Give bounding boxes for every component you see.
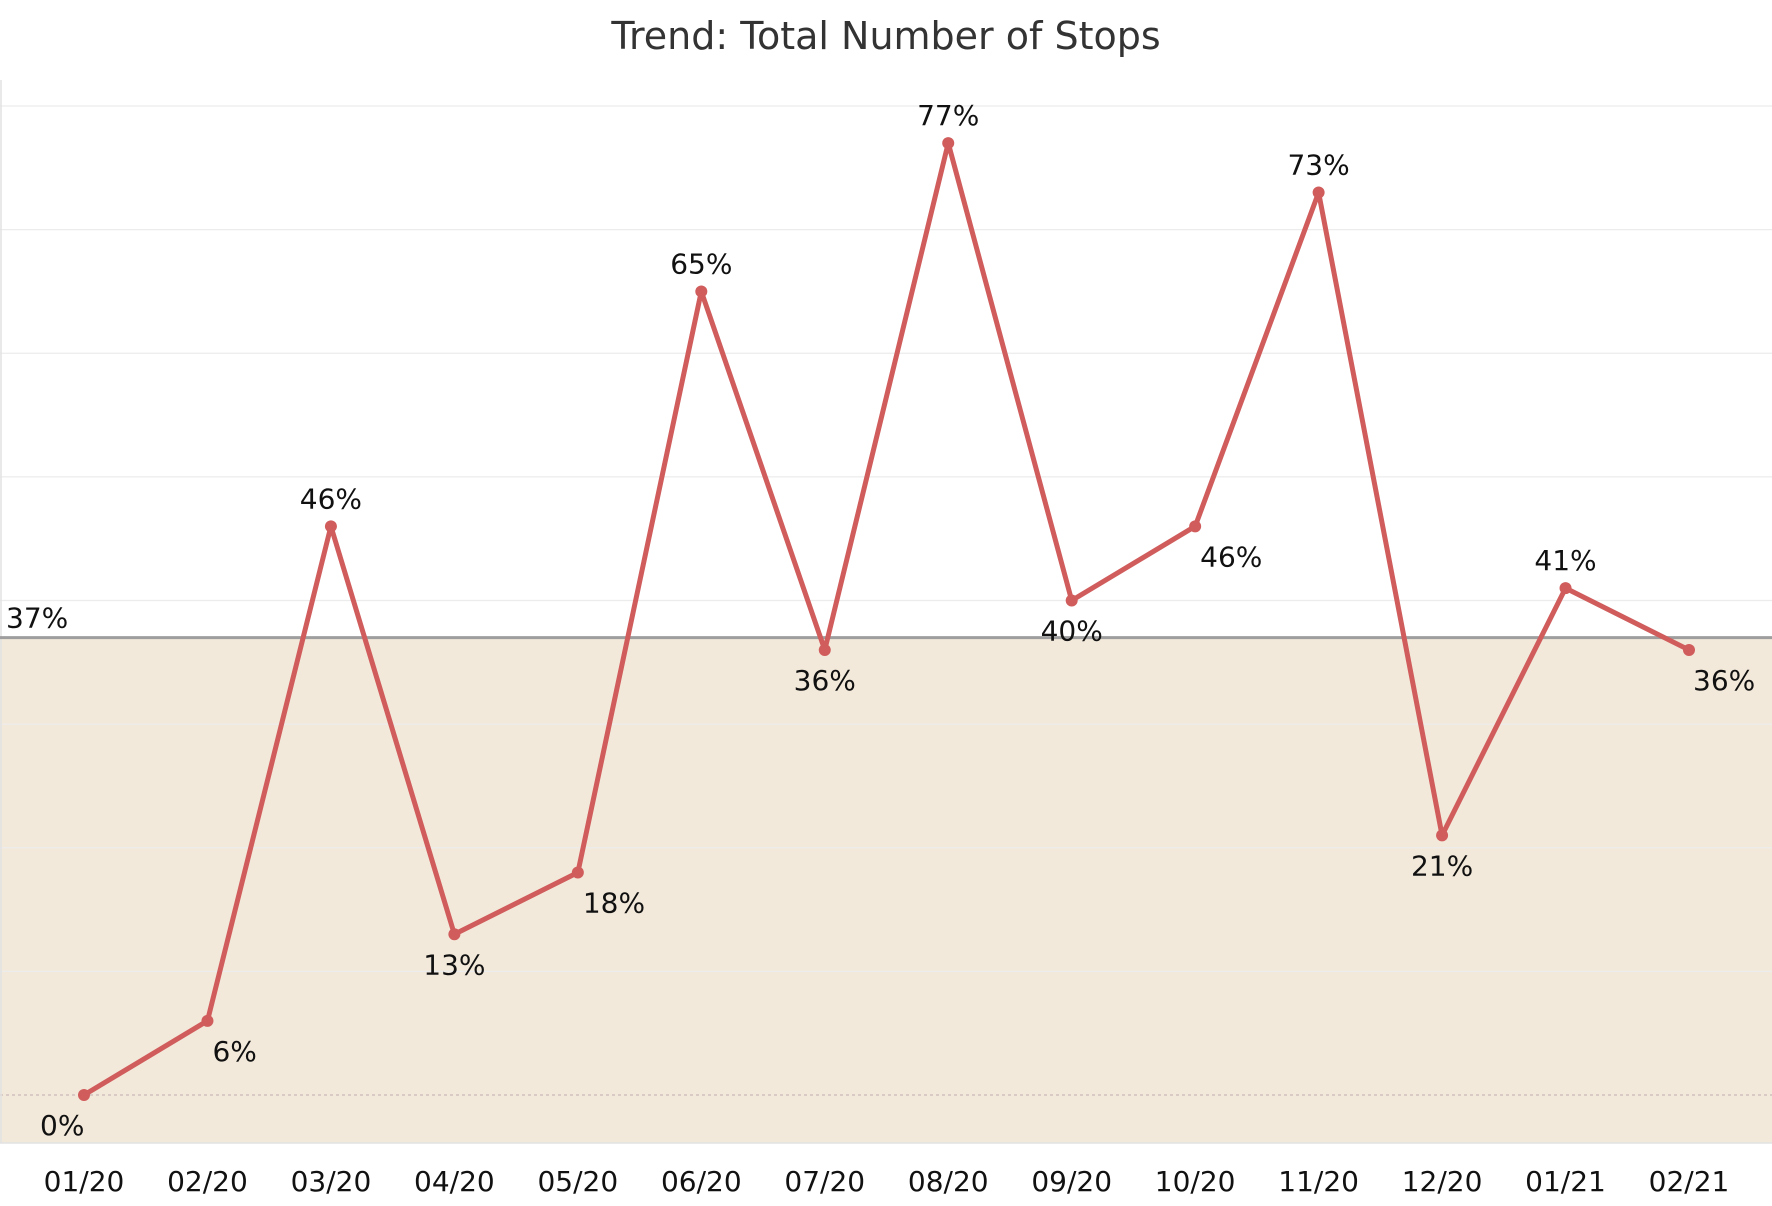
- gridlines: [0, 80, 1772, 1143]
- data-label: 41%: [1534, 544, 1596, 577]
- x-tick-label: 09/20: [1031, 1165, 1112, 1198]
- x-tick-label: 06/20: [661, 1165, 742, 1198]
- data-label: 36%: [794, 664, 856, 697]
- series-line: [81, 140, 1692, 1098]
- data-label: 36%: [1693, 664, 1755, 697]
- data-point: [1189, 520, 1202, 533]
- series-points-layer: [78, 137, 1695, 1101]
- data-point: [695, 285, 708, 298]
- data-point: [1312, 186, 1325, 199]
- data-point: [1559, 582, 1572, 595]
- x-tick-label: 02/21: [1649, 1165, 1730, 1198]
- data-label: 0%: [40, 1109, 84, 1142]
- x-tick-label: 03/20: [291, 1165, 372, 1198]
- x-tick-label: 11/20: [1278, 1165, 1359, 1198]
- x-axis: 01/20 02/20 03/20 04/20 05/20 06/20 07/20 08/20…: [0, 1142, 1772, 1198]
- data-point: [571, 866, 584, 879]
- data-label: 65%: [670, 247, 732, 280]
- data-label: 6%: [212, 1035, 256, 1068]
- x-tick-label: 10/20: [1155, 1165, 1236, 1198]
- x-tick-label: 08/20: [908, 1165, 989, 1198]
- reference-line-label: 37%: [6, 602, 68, 635]
- x-tick-label: 02/20: [167, 1165, 248, 1198]
- data-label: 73%: [1287, 149, 1349, 182]
- data-label: 46%: [300, 482, 362, 515]
- data-point: [1065, 594, 1078, 607]
- data-point: [324, 520, 337, 533]
- data-label: 40%: [1041, 615, 1103, 648]
- data-label: 13%: [423, 948, 485, 981]
- data-point: [1436, 829, 1449, 842]
- x-tick-label: 01/21: [1525, 1165, 1606, 1198]
- reference-line-layer: 37%: [0, 602, 1772, 640]
- data-label: 21%: [1411, 849, 1473, 882]
- data-point: [942, 137, 955, 150]
- data-point: [1683, 643, 1695, 656]
- reference-band-layer: [0, 637, 1772, 1143]
- data-label: 18%: [583, 886, 645, 919]
- series-line-layer: [81, 140, 1692, 1098]
- chart-title: Trend: Total Number of Stops: [611, 14, 1161, 58]
- data-point: [78, 1089, 90, 1101]
- data-point: [818, 643, 831, 656]
- data-point: [448, 928, 461, 941]
- x-tick-label: 04/20: [414, 1165, 495, 1198]
- reference-band: [0, 637, 1772, 1143]
- x-tick-label: 07/20: [784, 1165, 865, 1198]
- x-tick-label: 12/20: [1402, 1165, 1483, 1198]
- data-label: 46%: [1200, 540, 1262, 573]
- x-tick-label: 05/20: [537, 1165, 618, 1198]
- data-label: 77%: [917, 99, 979, 132]
- x-tick-label: 01/20: [44, 1165, 125, 1198]
- data-point: [201, 1014, 214, 1027]
- data-labels-layer: 0% 6% 46% 13% 18% 65% 36% 77% 40% 46% 73% 21% 41% 36%: [40, 99, 1755, 1142]
